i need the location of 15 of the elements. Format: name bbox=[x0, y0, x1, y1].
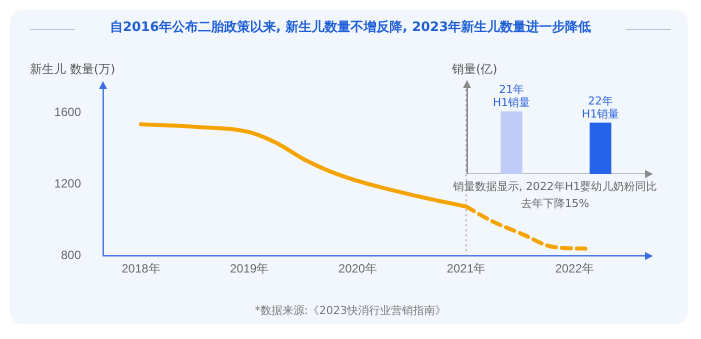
y-tick-label: 1200 bbox=[54, 176, 82, 190]
y-axis-title: 新生儿 数量(万) bbox=[30, 62, 116, 76]
x-tick-label: 2019年 bbox=[230, 261, 269, 276]
x-tick-label: 2018年 bbox=[122, 261, 160, 276]
x-tick-label: 2020年 bbox=[338, 261, 378, 276]
y-tick-label: 1600 bbox=[54, 104, 82, 119]
y-tick-label: 800 bbox=[60, 248, 82, 262]
x-tick-label: 22年 H1销量 bbox=[582, 94, 620, 120]
x-tick-label: 2022年 bbox=[555, 261, 594, 276]
annotation: 销量数据显示, 2022年H1婴幼儿奶粉同比去年下降15% bbox=[452, 179, 658, 212]
x-tick-label: 2021年 bbox=[446, 261, 486, 276]
text: *数据来源:《2023快消行业营销指南》 bbox=[254, 303, 448, 318]
chart-title: 自2016年公布二胎政策以来, 新生儿数量不增反降, 2023年新生儿数量进一步降低 bbox=[108, 18, 592, 36]
y-axis-title: 销量(亿) bbox=[451, 62, 498, 76]
x-tick-label: 21年 H1销量 bbox=[492, 83, 530, 110]
